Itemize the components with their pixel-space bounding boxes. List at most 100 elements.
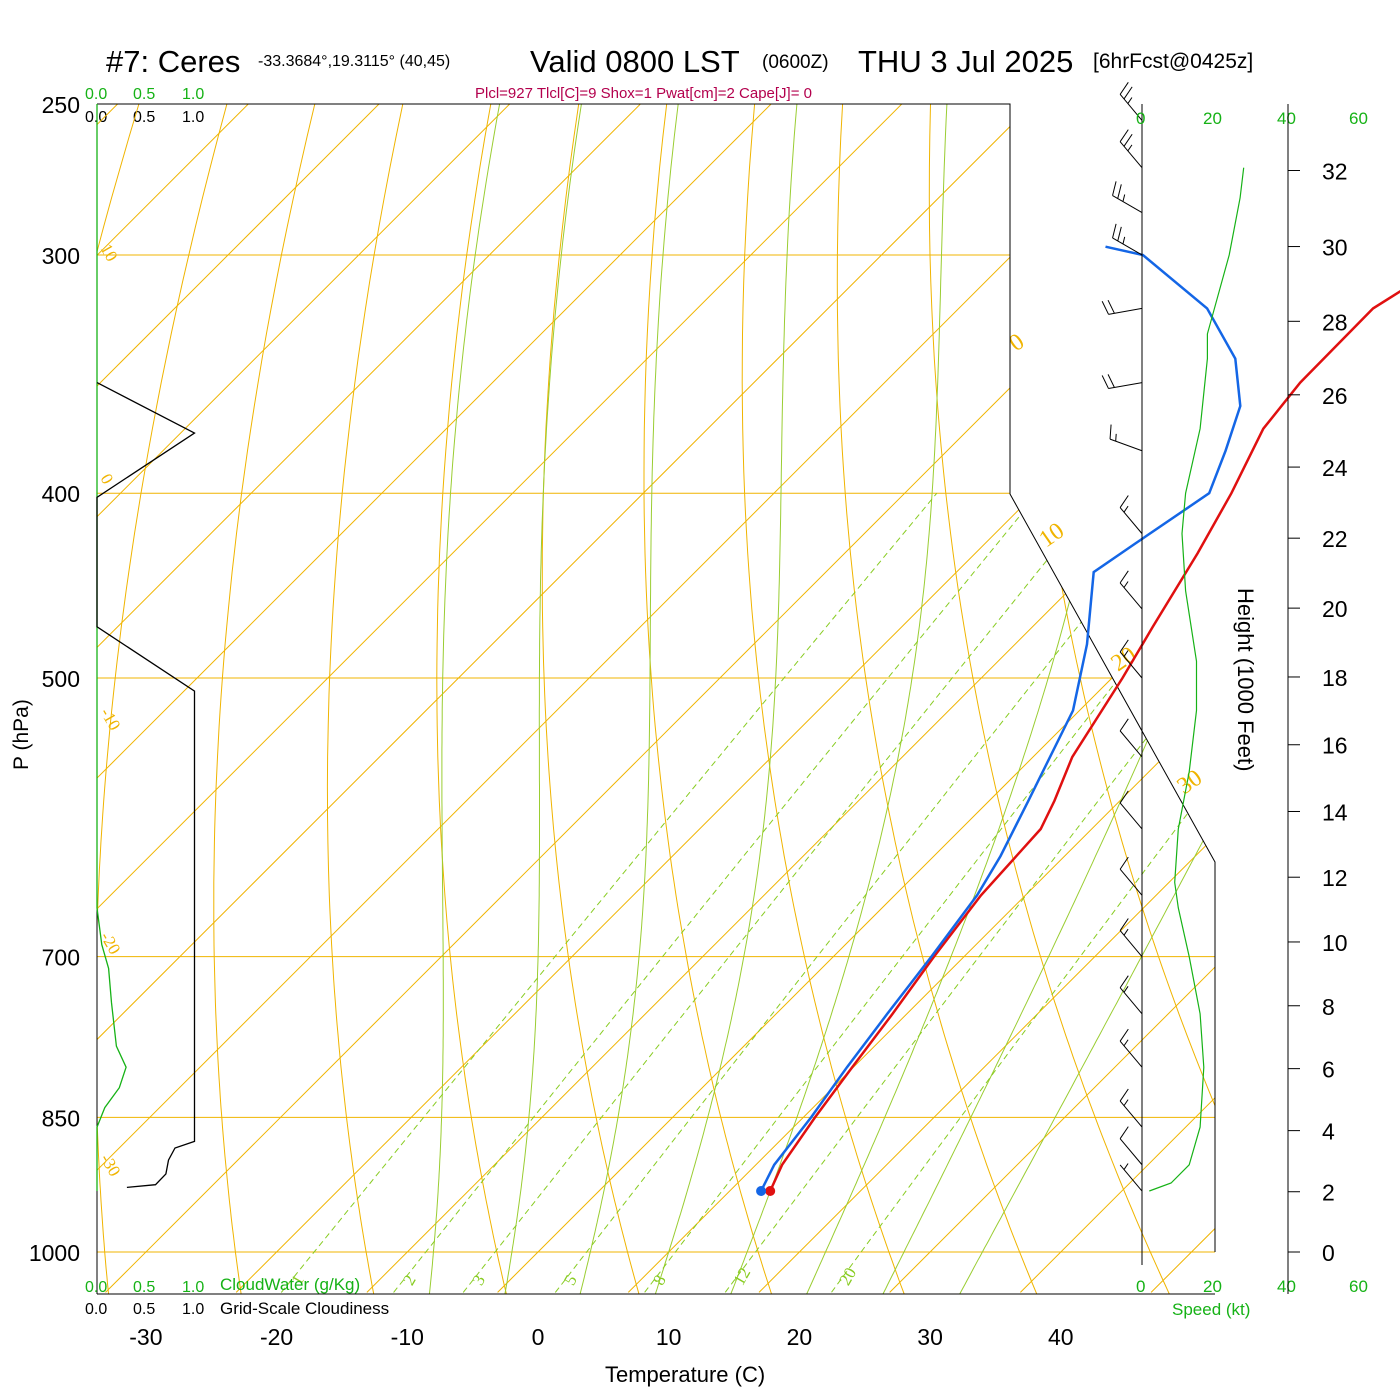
height-tick-label: 8 <box>1322 994 1335 1020</box>
top-green-tick: 0.0 <box>85 86 107 103</box>
temperature-tick-label: 40 <box>1048 1324 1074 1350</box>
moist-adiabat-line <box>503 104 588 1294</box>
mixing-ratio-line <box>387 492 1039 1294</box>
wind-barb-feather <box>1107 374 1115 388</box>
bottom-green-tick: 1.0 <box>182 1279 204 1296</box>
height-tick-label: 12 <box>1322 865 1348 891</box>
isotherm-line <box>889 104 1215 1293</box>
isotherm-line <box>97 104 544 1293</box>
wind-barb-feather <box>1119 129 1129 142</box>
wind-barb-feather <box>1119 495 1129 508</box>
wind-barb-staff <box>1119 802 1143 830</box>
pressure-axis: 250 300 400 500 700 850 1000 <box>29 92 80 1266</box>
wind-barb <box>1119 856 1143 896</box>
speed-tick-top: 0 <box>1136 109 1145 128</box>
temperature-axis: -30 -20 -10 0 10 20 30 40 <box>129 1324 1073 1350</box>
height-tick-label: 14 <box>1322 799 1348 825</box>
wind-barb <box>1119 1028 1143 1068</box>
wind-barb <box>1119 975 1143 1015</box>
cloud-water-label: CloudWater (g/Kg) <box>220 1275 360 1294</box>
wind-barb <box>1119 570 1143 610</box>
forecast-date: THU 3 Jul 2025 <box>858 44 1073 79</box>
mixing-ratio-line <box>274 492 938 1294</box>
cloud-water-line <box>96 104 127 1191</box>
left-edge-label: 10 <box>97 241 122 265</box>
temperature-tick-label: -10 <box>391 1324 424 1350</box>
speed-tick-top: 40 <box>1277 109 1296 128</box>
wind-barb-staff <box>1119 930 1143 957</box>
mixing-ratio-label: 20 <box>835 1264 860 1288</box>
temperature-tick-label: 10 <box>656 1324 682 1350</box>
pressure-axis-label: P (hPa) <box>10 699 33 770</box>
wind-barb-half-feather <box>1123 505 1129 513</box>
pressure-tick-label: 700 <box>42 945 80 971</box>
wind-barbs <box>1101 82 1143 1192</box>
speed-tick-top: 20 <box>1203 109 1222 128</box>
wind-barb <box>1119 1088 1143 1128</box>
wind-barb-feather <box>1117 184 1122 199</box>
wind-barb-feather <box>1107 299 1115 314</box>
left-edge-label: -30 <box>97 1151 125 1180</box>
wind-speed-line <box>1149 167 1245 1192</box>
wind-speed-profile <box>1149 167 1245 1192</box>
mixing-ratio-label: 3 <box>468 1272 489 1289</box>
wind-barb-feather <box>1119 856 1129 870</box>
temperature-tick-label: 0 <box>532 1324 545 1350</box>
wind-barb-feather <box>1119 918 1129 931</box>
moist-adiabat-line <box>955 104 1215 1294</box>
background-grid <box>97 70 1400 1300</box>
wind-barb-feather <box>1119 790 1129 804</box>
wind-barb-feather <box>1123 86 1133 100</box>
wind-barb <box>1112 181 1143 213</box>
bottom-cloud-axes: 0.0 0.5 1.0 CloudWater (g/Kg) 0.0 0.5 1.… <box>85 1275 389 1318</box>
height-tick-label: 10 <box>1322 930 1348 956</box>
temperature-surface-marker <box>765 1186 776 1197</box>
dry-adiabat-line <box>436 104 509 1294</box>
wind-barb-half-feather <box>1127 97 1133 104</box>
dry-adiabat-line <box>643 104 775 1294</box>
wind-barb-feather <box>1112 181 1117 196</box>
speed-tick-top: 60 <box>1349 109 1368 128</box>
wind-barb-half-feather <box>1123 1039 1129 1047</box>
height-tick-label: 2 <box>1322 1180 1335 1206</box>
plot-frame-right <box>97 103 1216 1252</box>
wind-barb-half-feather <box>1123 928 1129 936</box>
pressure-tick-label: 1000 <box>29 1240 80 1266</box>
wind-barb-feather <box>1119 639 1129 653</box>
station-title: #7: Ceres <box>106 44 240 79</box>
isotherm-line <box>758 104 1215 1293</box>
left-edge-label: 0 <box>97 471 118 488</box>
cloud-profiles <box>96 104 196 1191</box>
mixing-ratio-label: 12 <box>729 1264 754 1288</box>
dry-adiabat-line <box>1366 70 1400 1300</box>
speed-tick-bottom: 20 <box>1203 1277 1222 1296</box>
temperature-tick-label: 30 <box>917 1324 943 1350</box>
bottom-green-tick: 0.0 <box>85 1279 107 1296</box>
wind-barb-staff <box>1119 1100 1143 1128</box>
wind-barb-staff <box>1109 438 1143 452</box>
height-tick-label: 28 <box>1322 309 1348 335</box>
mixing-ratio-line <box>456 492 1102 1294</box>
dry-adiabat-line <box>1017 104 1215 1294</box>
wind-barb-feather <box>1119 82 1129 95</box>
temperature-axis-label: Temperature (C) <box>605 1362 765 1387</box>
bottom-black-tick: 0.5 <box>133 1301 155 1318</box>
left-edge-label: -10 <box>97 705 125 734</box>
dry-adiabat-line <box>741 104 907 1294</box>
wind-barb <box>1101 374 1143 390</box>
dry-adiabat-line <box>213 104 324 1294</box>
mixing-ratio-line <box>638 492 1215 1294</box>
height-axis-label: Height (1000 Feet) <box>1233 588 1258 771</box>
dewpoint-surface-marker <box>756 1186 767 1197</box>
temperature-tick-label: 20 <box>787 1324 813 1350</box>
pressure-tick-label: 850 <box>42 1105 80 1131</box>
pressure-tick-label: 400 <box>42 481 80 507</box>
wind-barb-feather <box>1119 570 1129 584</box>
wind-barb <box>1119 1163 1143 1192</box>
dry-adiabat-line <box>1192 104 1215 1294</box>
isotherm-line <box>1150 104 1215 1293</box>
isotherm-line <box>97 104 675 1293</box>
wind-barb-staff <box>1119 730 1143 758</box>
height-tick-label: 4 <box>1322 1119 1335 1145</box>
sounding-parameters: Plcl=927 Tlcl[C]=9 Shox=1 Pwat[cm]=2 Cap… <box>475 85 812 102</box>
